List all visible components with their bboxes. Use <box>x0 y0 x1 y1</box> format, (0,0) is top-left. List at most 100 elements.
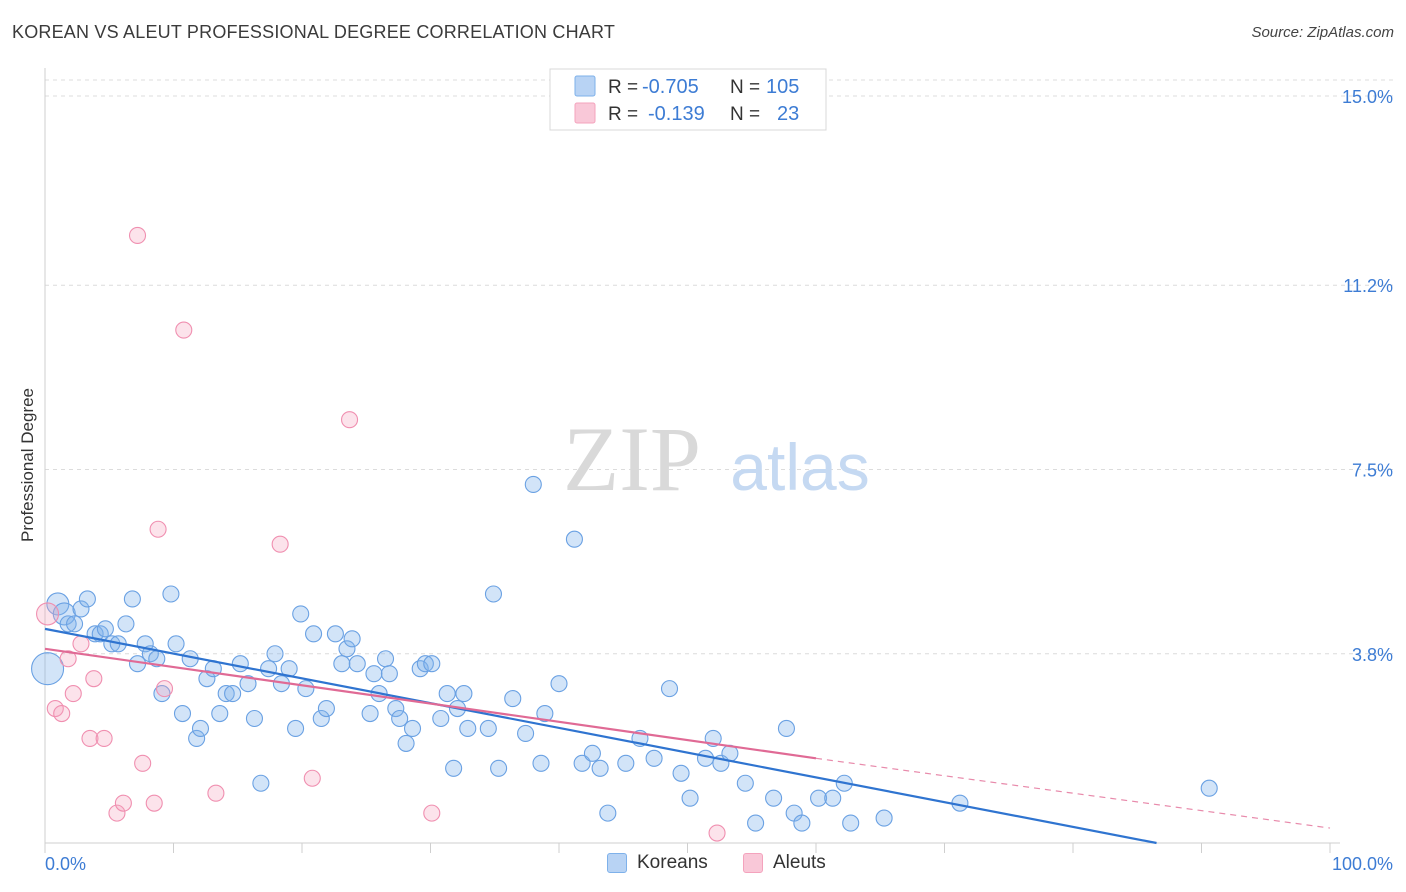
aleut-point <box>95 729 113 747</box>
korean-point <box>810 789 828 807</box>
korean-point <box>117 615 135 633</box>
korean-point <box>391 709 409 728</box>
legend-label-koreans: Koreans <box>637 852 708 873</box>
korean-point <box>565 530 583 548</box>
korean-point <box>348 655 366 673</box>
korean-point <box>167 635 185 653</box>
korean-point <box>231 655 249 673</box>
korean-point <box>445 759 463 777</box>
aleut-point <box>108 804 126 822</box>
aleut-trend-line <box>44 647 817 760</box>
korean-point <box>66 615 84 633</box>
korean-point <box>573 754 591 772</box>
aleut-point <box>64 685 82 703</box>
legend-item-aleuts[interactable]: Aleuts <box>743 852 826 874</box>
korean-point <box>224 685 242 703</box>
korean-point <box>343 630 361 648</box>
korean-point <box>432 709 450 728</box>
chart-title: KOREAN VS ALEUT PROFESSIONAL DEGREE CORR… <box>12 22 616 42</box>
korean-point <box>660 680 679 698</box>
korean-point <box>266 645 284 663</box>
axes-layer <box>44 68 1340 853</box>
korean-point <box>191 719 210 738</box>
korean-point <box>397 734 415 752</box>
x-tick-label: 100.0% <box>1332 854 1393 874</box>
legend-r-value: -0.705 <box>642 76 699 98</box>
korean-point <box>297 680 315 698</box>
legend-n-value: 105 <box>766 76 799 98</box>
korean-point <box>78 590 96 608</box>
korean-point <box>123 590 141 608</box>
korean-point <box>747 814 765 832</box>
legend-label-aleuts: Aleuts <box>773 852 826 873</box>
korean-point <box>361 704 379 723</box>
korean-point <box>162 585 180 603</box>
legend-item-koreans[interactable]: Koreans <box>607 852 708 874</box>
korean-point <box>599 804 617 822</box>
legend-swatch-koreans <box>574 75 596 97</box>
korean-point <box>765 789 783 807</box>
watermark-atlas: atlas <box>730 430 869 504</box>
korean-point <box>59 615 77 633</box>
korean-point <box>824 789 842 807</box>
aleut-point <box>149 520 167 538</box>
legend-n-label: N = <box>730 77 760 98</box>
korean-point <box>1200 779 1218 797</box>
aleut-point <box>175 321 193 339</box>
aleut-point <box>53 704 71 723</box>
korean-point <box>696 749 715 767</box>
korean-point <box>524 475 542 493</box>
watermark-zip: ZIP <box>563 408 701 510</box>
korean-point <box>387 699 405 718</box>
aleut-point <box>128 226 147 244</box>
points-layer <box>31 226 1218 842</box>
aleut-point <box>708 824 726 842</box>
trend-layer <box>44 627 1331 845</box>
tick-labels: 3.8% 7.5% 11.2% 15.0% 0.0% 100.0% <box>45 87 1393 874</box>
aleuts-swatch-icon <box>743 853 763 873</box>
korean-point <box>96 620 114 638</box>
aleut-point <box>207 784 225 802</box>
korean-point <box>326 625 344 643</box>
korean-point <box>793 814 811 832</box>
legend-bottom: Koreans Aleuts <box>0 852 1406 880</box>
aleut-point <box>72 635 90 653</box>
korean-point <box>490 759 508 777</box>
korean-point <box>591 759 609 777</box>
source-note: Source: ZipAtlas.com <box>1251 24 1394 41</box>
korean-point <box>173 704 192 723</box>
aleut-point <box>271 535 289 553</box>
aleut-point <box>85 670 103 688</box>
korean-point <box>31 652 65 686</box>
aleut-trend-extension <box>815 757 1331 829</box>
legend-r-value: -0.139 <box>648 103 705 125</box>
legend-swatch-aleuts <box>574 102 596 124</box>
x-tick-label: 0.0% <box>45 854 86 874</box>
aleut-point <box>155 680 174 698</box>
grid-layer <box>45 79 1395 655</box>
korean-point <box>504 690 522 708</box>
korean-point <box>484 585 503 603</box>
korean-point <box>550 675 568 693</box>
legend-box <box>549 68 827 131</box>
korean-point <box>188 729 206 747</box>
korean-point <box>423 655 441 673</box>
korean-point <box>153 685 171 703</box>
aleut-point <box>81 729 99 747</box>
aleut-point <box>36 602 60 626</box>
korean-point <box>333 655 351 673</box>
korean-point <box>438 685 456 703</box>
korean-point <box>198 670 216 688</box>
korean-point <box>365 665 383 683</box>
korean-point <box>376 650 395 668</box>
korean-point <box>672 764 690 782</box>
aleut-point <box>423 804 441 822</box>
koreans-swatch-icon <box>607 853 627 873</box>
y-tick-label: 3.8% <box>1352 645 1393 665</box>
legend-n-value: 23 <box>777 103 799 125</box>
korean-point <box>380 665 398 683</box>
korean-point <box>459 719 477 738</box>
korean-point <box>455 685 473 703</box>
korean-point <box>305 625 323 643</box>
